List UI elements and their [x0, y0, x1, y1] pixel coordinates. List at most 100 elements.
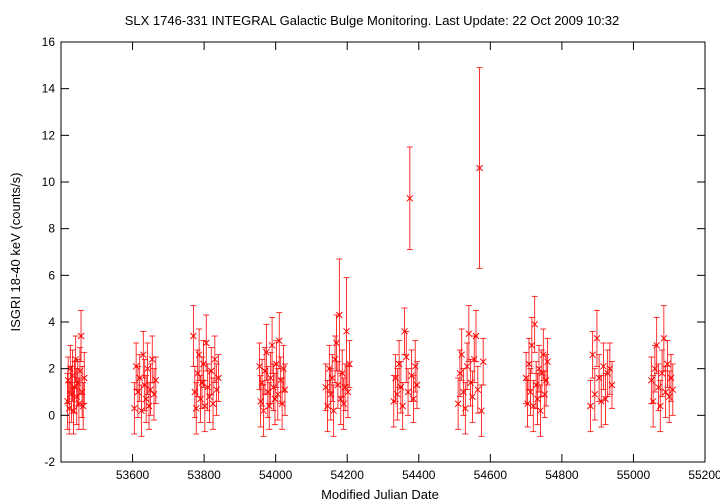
- data-point: [399, 402, 407, 410]
- x-tick-label: 55200: [688, 468, 720, 482]
- data-point: [322, 383, 330, 391]
- y-tick-label: 8: [48, 222, 55, 236]
- data-point: [478, 407, 485, 415]
- data-point: [142, 395, 150, 403]
- data-point: [202, 339, 210, 347]
- y-tick-label: 4: [48, 315, 55, 329]
- data-point: [190, 332, 197, 340]
- data-point: [537, 407, 544, 415]
- y-tick-label: 2: [48, 362, 55, 376]
- data-point: [479, 358, 487, 366]
- data-point: [204, 383, 212, 391]
- data-point: [258, 379, 266, 387]
- data-point: [662, 388, 669, 396]
- data-point: [529, 402, 537, 410]
- data-point: [669, 386, 677, 394]
- data-point: [656, 402, 664, 410]
- data-point: [333, 339, 340, 347]
- data-point: [64, 397, 71, 405]
- data-point: [139, 351, 147, 359]
- data-point: [458, 351, 466, 359]
- x-axis-label: Modified Julian Date: [321, 487, 439, 502]
- data-point: [341, 383, 349, 391]
- data-point: [651, 365, 659, 373]
- data-point: [591, 390, 599, 398]
- data-point: [136, 374, 144, 382]
- data-point: [138, 407, 145, 415]
- data-point: [538, 369, 546, 377]
- data-point: [541, 390, 549, 398]
- data-point: [197, 395, 204, 403]
- data-point: [472, 332, 480, 340]
- data-point: [150, 390, 158, 398]
- data-point: [524, 400, 531, 408]
- data-point: [331, 355, 339, 363]
- data-point: [406, 194, 414, 202]
- data-point: [401, 327, 408, 335]
- data-point: [410, 395, 417, 403]
- data-point: [263, 348, 270, 356]
- data-point: [195, 351, 203, 359]
- data-point: [73, 393, 81, 401]
- data-point: [147, 386, 154, 394]
- data-point: [80, 374, 88, 382]
- data-point: [397, 383, 405, 391]
- data-point: [600, 362, 607, 370]
- data-point: [65, 404, 73, 412]
- data-point: [270, 383, 277, 391]
- data-point: [606, 365, 614, 373]
- data-point: [79, 402, 87, 410]
- data-point: [470, 355, 478, 363]
- data-point: [544, 358, 551, 366]
- data-point: [264, 388, 272, 396]
- data-point: [261, 367, 269, 375]
- data-point: [402, 353, 410, 361]
- y-tick-label: 12: [42, 128, 56, 142]
- data-point: [191, 388, 199, 396]
- data-point: [595, 374, 603, 382]
- data-point: [69, 372, 76, 380]
- data-point: [328, 374, 336, 382]
- data-point: [215, 374, 222, 382]
- data-point: [340, 400, 347, 408]
- data-point: [273, 360, 280, 368]
- data-point: [463, 362, 471, 370]
- data-point: [334, 381, 342, 389]
- data-point: [277, 376, 285, 384]
- data-point: [454, 400, 462, 408]
- data-point: [390, 397, 398, 405]
- data-point: [325, 365, 333, 373]
- data-point: [658, 369, 666, 377]
- data-point: [667, 374, 675, 382]
- data-point: [604, 369, 612, 377]
- x-tick-label: 53800: [187, 468, 221, 482]
- data-point: [664, 360, 671, 368]
- x-tick-label: 54000: [259, 468, 293, 482]
- data-point: [77, 332, 85, 340]
- data-point: [200, 360, 207, 368]
- data-markers: [64, 164, 677, 415]
- plot-area: [60, 41, 706, 463]
- data-point: [211, 355, 219, 363]
- data-point: [327, 390, 335, 398]
- data-point: [338, 369, 346, 377]
- data-point: [602, 395, 609, 403]
- data-point: [476, 164, 483, 172]
- data-point: [539, 351, 547, 359]
- y-tick-label: -2: [44, 455, 55, 469]
- data-point: [542, 376, 550, 384]
- data-point: [209, 400, 217, 408]
- data-point: [461, 404, 469, 412]
- y-tick-label: 14: [42, 82, 56, 96]
- data-point: [257, 397, 264, 405]
- data-point: [330, 407, 337, 415]
- data-point: [528, 341, 536, 349]
- data-point: [271, 395, 279, 403]
- data-point: [404, 388, 412, 396]
- y-tick-label: 16: [42, 35, 56, 49]
- data-point: [71, 383, 78, 391]
- data-point: [275, 337, 283, 345]
- data-point: [608, 381, 616, 389]
- data-point: [335, 311, 343, 319]
